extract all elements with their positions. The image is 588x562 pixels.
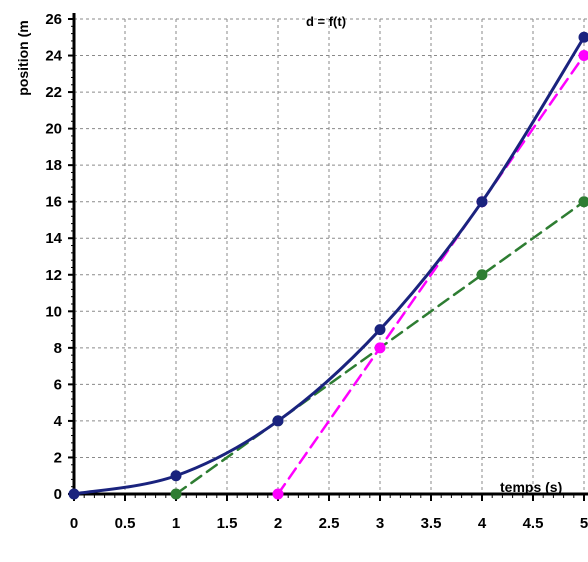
y-tick-label-6: 12 <box>45 267 62 284</box>
x-tick-label-8: 4 <box>478 515 487 532</box>
x-axis-title: temps (s) <box>500 479 562 495</box>
series-0 <box>68 31 588 500</box>
y-axis-title: position (m <box>15 20 31 95</box>
x-tick-label-1: 0.5 <box>115 515 136 532</box>
y-tick-label-3: 6 <box>54 376 62 393</box>
x-tick-label-7: 3.5 <box>421 515 442 532</box>
x-tick-label-0: 0 <box>70 515 78 532</box>
y-tick-label-2: 4 <box>54 413 63 430</box>
series-2-point-0 <box>272 488 284 500</box>
y-tick-label-5: 10 <box>45 303 62 320</box>
x-tick-label-9: 4.5 <box>523 515 544 532</box>
x-tick-label-3: 1.5 <box>217 515 238 532</box>
x-tick-label-4: 2 <box>274 515 282 532</box>
series-2-line <box>276 54 586 496</box>
y-tick-label-13: 26 <box>45 11 62 28</box>
series-2-point-3 <box>578 50 588 62</box>
series-0-point-2 <box>272 415 284 427</box>
data-series <box>68 31 588 500</box>
x-tick-label-6: 3 <box>376 515 384 532</box>
series-0-point-1 <box>170 470 182 482</box>
x-tick-label-2: 1 <box>172 515 180 532</box>
series-0-point-5 <box>578 31 588 43</box>
series-1-point-2 <box>476 269 488 281</box>
chart-title: d = f(t) <box>306 14 346 29</box>
series-0-point-0 <box>68 488 80 500</box>
axes <box>68 13 588 501</box>
y-tick-label-1: 2 <box>54 449 62 466</box>
series-2-point-1 <box>374 342 386 354</box>
x-tick-label-5: 2.5 <box>319 515 340 532</box>
y-tick-label-9: 18 <box>45 157 62 174</box>
series-1-point-3 <box>578 196 588 208</box>
y-tick-label-11: 22 <box>45 84 62 101</box>
y-tick-label-8: 16 <box>45 194 62 211</box>
series-0-point-3 <box>374 324 386 336</box>
series-0-point-4 <box>476 196 488 208</box>
y-tick-label-12: 24 <box>45 48 62 65</box>
series-1-point-0 <box>170 488 182 500</box>
y-tick-label-10: 20 <box>45 121 62 138</box>
y-tick-label-7: 14 <box>45 230 62 247</box>
y-tick-label-0: 0 <box>54 486 62 503</box>
grid-lines <box>74 18 588 494</box>
x-tick-label-10: 5 <box>580 515 588 532</box>
y-tick-label-4: 8 <box>54 340 62 357</box>
